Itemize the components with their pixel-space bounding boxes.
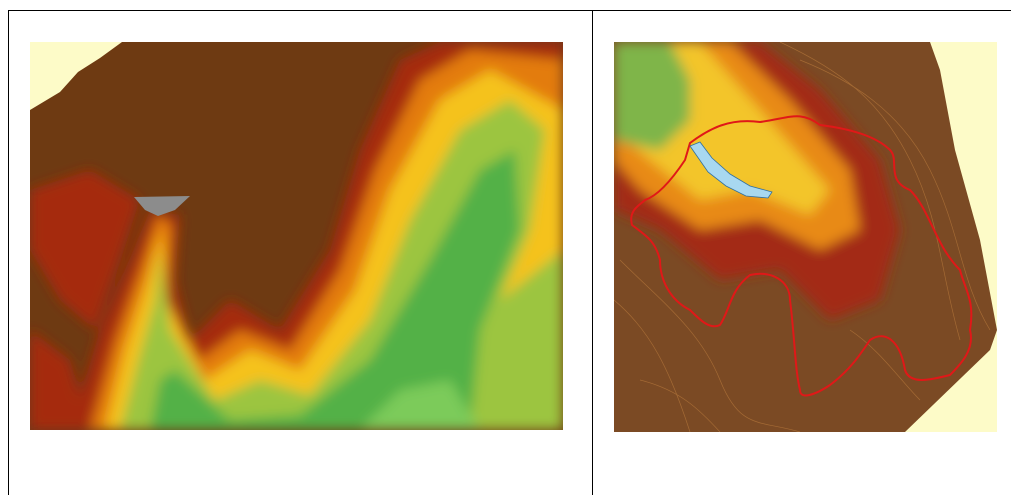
page <box>0 0 1011 495</box>
terrain-map-left <box>30 42 563 430</box>
terrain-map-right <box>614 42 997 432</box>
